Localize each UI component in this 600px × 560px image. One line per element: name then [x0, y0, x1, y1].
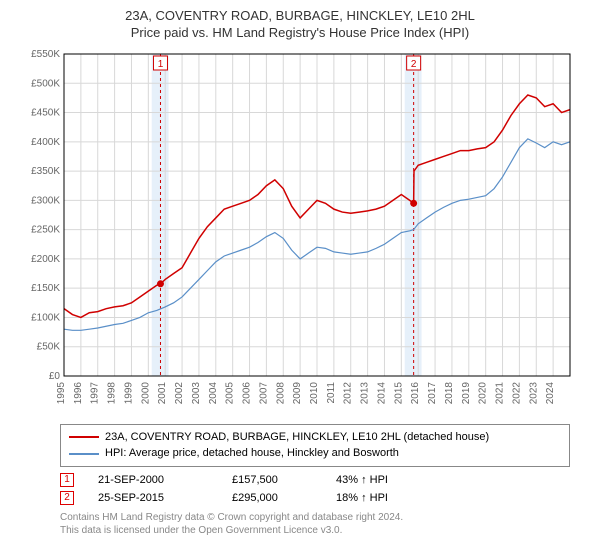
svg-text:1: 1: [158, 59, 164, 70]
svg-text:2013: 2013: [360, 381, 371, 404]
chart-title-sub: Price paid vs. HM Land Registry's House …: [10, 25, 590, 42]
svg-text:2000: 2000: [140, 381, 151, 404]
svg-text:2004: 2004: [208, 381, 219, 404]
marker-date: 21-SEP-2000: [98, 474, 208, 486]
marker-table: 1 21-SEP-2000 £157,500 43% ↑ HPI 2 25-SEP-201…: [60, 473, 570, 505]
chart-container: 23A, COVENTRY ROAD, BURBAGE, HINCKLEY, L…: [0, 0, 600, 560]
svg-text:£500K: £500K: [31, 78, 60, 89]
footer-line1: Contains HM Land Registry data © Crown c…: [60, 511, 570, 524]
svg-text:1999: 1999: [123, 381, 134, 404]
legend-item: 23A, COVENTRY ROAD, BURBAGE, HINCKLEY, L…: [69, 429, 561, 446]
marker-number-box: 1: [60, 473, 74, 487]
svg-text:2006: 2006: [242, 381, 253, 404]
svg-text:£450K: £450K: [31, 107, 60, 118]
svg-text:2002: 2002: [174, 381, 185, 404]
svg-text:2010: 2010: [309, 381, 320, 404]
svg-text:1998: 1998: [107, 381, 118, 404]
marker-number-box: 2: [60, 491, 74, 505]
svg-text:2023: 2023: [528, 381, 539, 404]
svg-text:2011: 2011: [326, 381, 337, 403]
legend-swatch: [69, 453, 99, 455]
svg-text:2020: 2020: [478, 381, 489, 404]
footer-attribution: Contains HM Land Registry data © Crown c…: [60, 511, 570, 537]
marker-row: 1 21-SEP-2000 £157,500 43% ↑ HPI: [60, 473, 570, 487]
svg-text:2024: 2024: [545, 381, 556, 404]
footer-line2: This data is licensed under the Open Gov…: [60, 524, 570, 537]
svg-text:£550K: £550K: [31, 49, 60, 60]
marker-delta: 43% ↑ HPI: [336, 474, 426, 486]
svg-text:1997: 1997: [90, 381, 101, 404]
svg-text:2019: 2019: [461, 381, 472, 404]
svg-text:1995: 1995: [56, 381, 67, 404]
svg-text:1996: 1996: [73, 381, 84, 404]
svg-text:2014: 2014: [376, 381, 387, 404]
svg-text:2001: 2001: [157, 381, 168, 404]
svg-text:£0: £0: [49, 371, 61, 382]
marker-date: 25-SEP-2015: [98, 492, 208, 504]
svg-text:£300K: £300K: [31, 195, 60, 206]
svg-text:2022: 2022: [511, 381, 522, 404]
legend-box: 23A, COVENTRY ROAD, BURBAGE, HINCKLEY, L…: [60, 424, 570, 467]
svg-text:2003: 2003: [191, 381, 202, 404]
chart-plot-area: £0 £50K £100K £150K £200K £250K £300K £350K £400…: [20, 48, 580, 418]
svg-text:£200K: £200K: [31, 254, 60, 265]
chart-title-main: 23A, COVENTRY ROAD, BURBAGE, HINCKLEY, L…: [10, 8, 590, 25]
svg-text:£350K: £350K: [31, 166, 60, 177]
svg-text:2009: 2009: [292, 381, 303, 404]
svg-text:2007: 2007: [258, 381, 269, 404]
svg-text:£150K: £150K: [31, 283, 60, 294]
svg-text:2012: 2012: [343, 381, 354, 404]
marker-price: £295,000: [232, 492, 312, 504]
marker-row: 2 25-SEP-2015 £295,000 18% ↑ HPI: [60, 491, 570, 505]
svg-text:£50K: £50K: [37, 342, 61, 353]
legend-label: 23A, COVENTRY ROAD, BURBAGE, HINCKLEY, L…: [105, 429, 489, 446]
svg-text:2008: 2008: [275, 381, 286, 404]
legend-swatch: [69, 436, 99, 438]
svg-text:£400K: £400K: [31, 137, 60, 148]
svg-text:2005: 2005: [225, 381, 236, 404]
svg-text:2021: 2021: [495, 381, 506, 404]
svg-text:2018: 2018: [444, 381, 455, 404]
legend-label: HPI: Average price, detached house, Hinc…: [105, 445, 399, 462]
svg-text:£250K: £250K: [31, 224, 60, 235]
svg-text:£100K: £100K: [31, 312, 60, 323]
marker-price: £157,500: [232, 474, 312, 486]
svg-text:2015: 2015: [393, 381, 404, 404]
svg-text:2017: 2017: [427, 381, 438, 404]
chart-svg: £0 £50K £100K £150K £200K £250K £300K £350K £400…: [20, 48, 580, 418]
svg-text:2016: 2016: [410, 381, 421, 404]
marker-delta: 18% ↑ HPI: [336, 492, 426, 504]
svg-text:2: 2: [411, 59, 417, 70]
legend-item: HPI: Average price, detached house, Hinc…: [69, 445, 561, 462]
